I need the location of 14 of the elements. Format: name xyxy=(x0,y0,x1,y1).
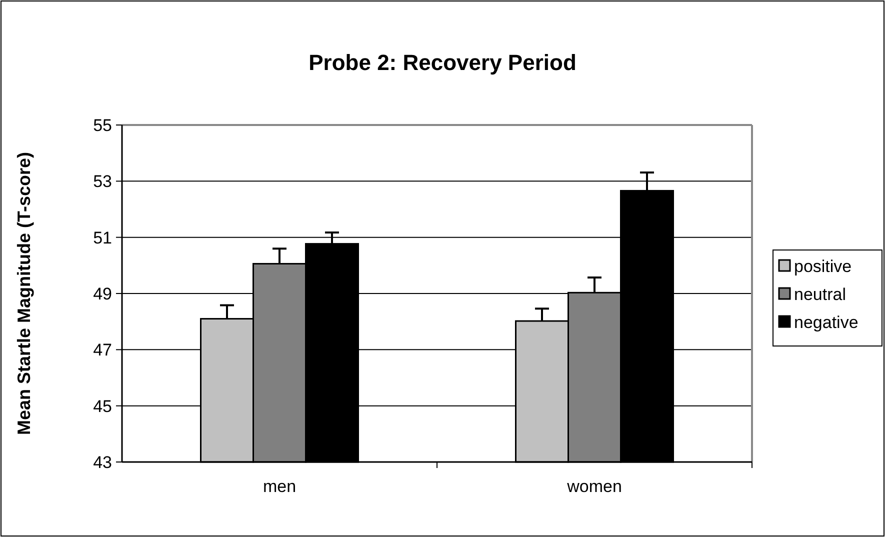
y-tick-label: 47 xyxy=(93,340,112,360)
y-tick-label: 49 xyxy=(93,284,112,304)
legend-label: positive xyxy=(794,256,852,276)
legend-label: neutral xyxy=(794,284,846,304)
legend-label: negative xyxy=(794,312,858,332)
x-tick-label: men xyxy=(262,477,296,496)
y-tick-label: 45 xyxy=(93,396,112,416)
y-tick-label: 55 xyxy=(93,116,112,135)
chart-title: Probe 2: Recovery Period xyxy=(308,50,576,75)
y-axis-title: Mean Startle Magnitude (T-score) xyxy=(14,152,34,436)
x-tick-label: women xyxy=(566,477,622,496)
y-tick-label: 43 xyxy=(93,452,112,472)
y-tick-label: 53 xyxy=(93,172,112,192)
y-tick-label: 51 xyxy=(93,228,112,248)
